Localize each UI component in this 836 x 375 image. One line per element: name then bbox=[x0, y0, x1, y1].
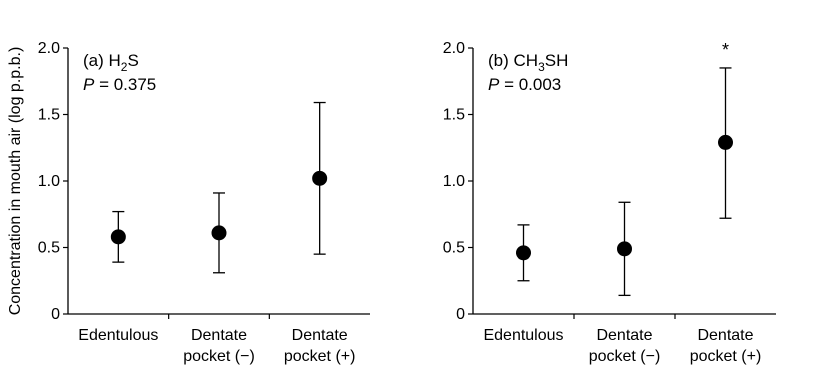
x-category-label: Dentate pocket (+) bbox=[284, 327, 356, 365]
y-tick-label: 2.0 bbox=[38, 40, 60, 57]
y-tick-label: 0 bbox=[456, 306, 465, 323]
panel-title: (a) H2S bbox=[83, 51, 139, 74]
panel-b: 0 0.5 1.0 1.5 2.0 Edentulous Dentate pocket (−)… bbox=[443, 40, 776, 365]
y-axis-label: Concentration in mouth air (log p.p.b.) bbox=[7, 47, 24, 316]
y-tick-label: 1.5 bbox=[443, 107, 465, 124]
significance-marker: * bbox=[722, 40, 729, 60]
p-value-label: P = 0.003 bbox=[488, 75, 561, 94]
x-category-label: Dentate pocket (+) bbox=[690, 327, 762, 365]
mean-point bbox=[211, 225, 227, 241]
y-tick-label: 1.0 bbox=[443, 173, 465, 190]
mean-point bbox=[516, 245, 531, 261]
mean-point bbox=[718, 134, 733, 150]
mean-point bbox=[312, 170, 328, 186]
y-tick-label: 0.5 bbox=[443, 240, 465, 257]
x-category-label: Dentate pocket (−) bbox=[183, 327, 255, 365]
panel-a: 0 0.5 1.0 1.5 2.0 Edentulous Dentate pocket (−)… bbox=[38, 40, 370, 365]
mean-point bbox=[617, 241, 632, 257]
y-tick-label: 1.5 bbox=[38, 107, 60, 124]
y-tick-label: 1.0 bbox=[38, 173, 60, 190]
p-value-label: P = 0.375 bbox=[83, 75, 156, 94]
y-tick-label: 0.5 bbox=[38, 240, 60, 257]
x-category-label: Edentulous bbox=[483, 327, 563, 344]
panel-title: (b) CH3SH bbox=[488, 51, 568, 74]
y-tick-label: 2.0 bbox=[443, 40, 465, 57]
mean-point bbox=[110, 229, 126, 245]
x-category-label: Edentulous bbox=[78, 327, 158, 344]
y-tick-label: 0 bbox=[51, 306, 60, 323]
x-category-label: Dentate pocket (−) bbox=[589, 327, 661, 365]
